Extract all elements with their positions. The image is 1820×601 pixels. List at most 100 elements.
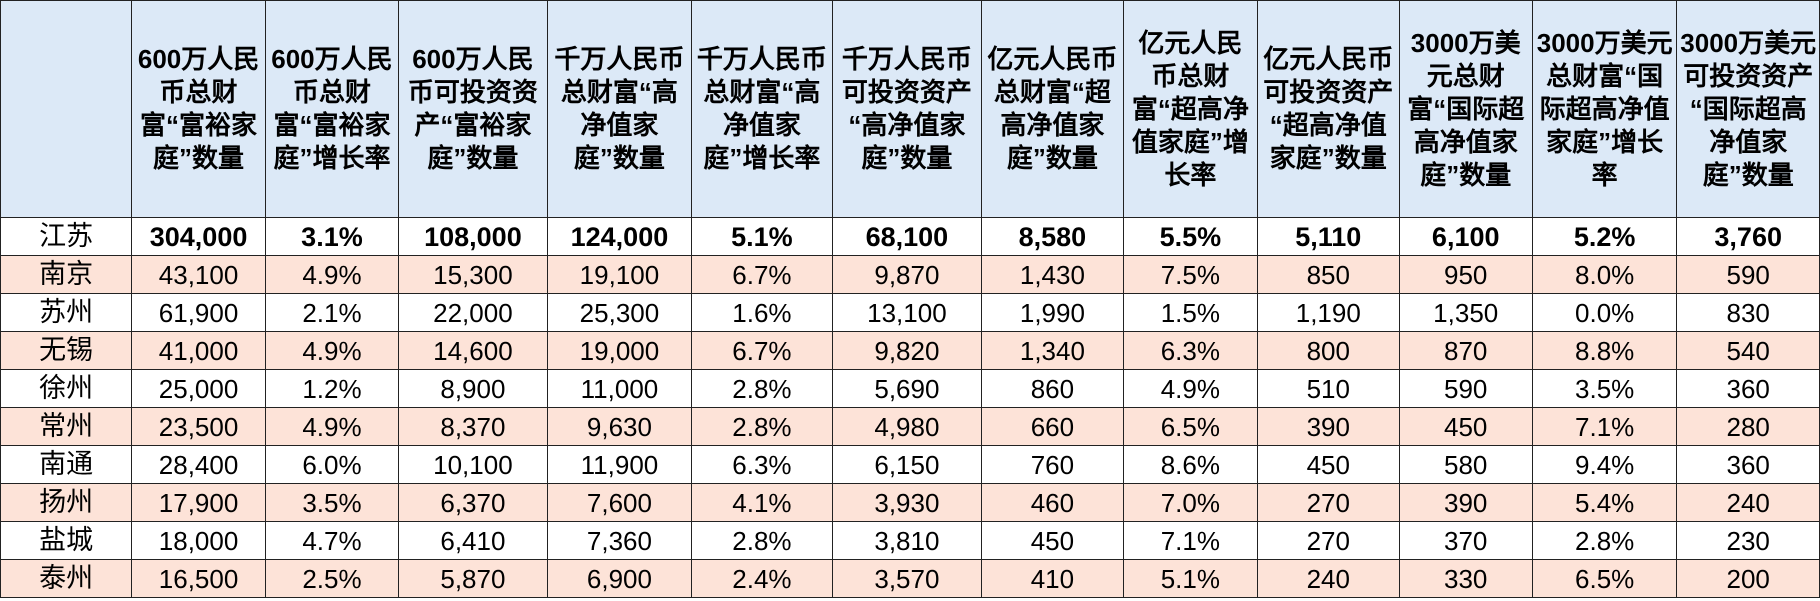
value-cell: 5,690 [831,369,983,408]
value-cell: 6.5% [1531,559,1678,598]
value-cell: 2.5% [264,559,400,598]
value-cell: 7,360 [546,521,693,560]
value-cell: 8.8% [1531,331,1678,370]
table-row: 常州 23,500 4.9% 8,370 9,630 2.8% 4,980 660 6.5% 39… [0,407,1820,446]
value-cell: 1,340 [981,331,1124,370]
value-cell: 5.1% [691,217,833,256]
value-cell: 19,000 [546,331,693,370]
value-cell: 3.5% [1531,369,1678,408]
value-cell: 3.1% [264,217,400,256]
table-row: 南通 28,400 6.0% 10,100 11,900 6.3% 6,150 760 8.6%… [0,445,1820,484]
value-cell: 360 [1676,369,1820,408]
value-cell: 3,570 [831,559,983,598]
value-cell: 9,820 [831,331,983,370]
value-cell: 17,900 [131,483,266,522]
value-cell: 6.7% [691,255,833,294]
region-name-cell: 泰州 [0,559,133,598]
region-name-cell: 无锡 [0,331,133,370]
value-cell: 450 [1257,445,1400,484]
value-cell: 9.4% [1531,445,1678,484]
value-cell: 124,000 [546,217,693,256]
value-cell: 11,000 [546,369,693,408]
value-cell: 4.9% [1122,369,1259,408]
value-cell: 950 [1398,255,1533,294]
value-cell: 15,300 [398,255,548,294]
region-name-cell: 南通 [0,445,133,484]
value-cell: 390 [1257,407,1400,446]
value-cell: 8,900 [398,369,548,408]
region-name-cell: 扬州 [0,483,133,522]
value-cell: 2.8% [691,369,833,408]
value-cell: 460 [981,483,1124,522]
value-cell: 270 [1257,521,1400,560]
value-cell: 6.7% [691,331,833,370]
value-cell: 6,150 [831,445,983,484]
header-corner [0,0,133,218]
value-cell: 850 [1257,255,1400,294]
value-cell: 760 [981,445,1124,484]
value-cell: 6,410 [398,521,548,560]
value-cell: 230 [1676,521,1820,560]
value-cell: 0.0% [1531,293,1678,332]
value-cell: 3,760 [1676,217,1820,256]
value-cell: 1.6% [691,293,833,332]
value-cell: 1,430 [981,255,1124,294]
value-cell: 6,900 [546,559,693,598]
value-cell: 1,990 [981,293,1124,332]
header-cell: 600万人民币可投资资产“富裕家庭”数量 [398,0,548,218]
value-cell: 2.1% [264,293,400,332]
value-cell: 6.5% [1122,407,1259,446]
value-cell: 510 [1257,369,1400,408]
value-cell: 280 [1676,407,1820,446]
value-cell: 7,600 [546,483,693,522]
value-cell: 830 [1676,293,1820,332]
value-cell: 4,980 [831,407,983,446]
value-cell: 1.5% [1122,293,1259,332]
region-name-cell: 盐城 [0,521,133,560]
value-cell: 7.0% [1122,483,1259,522]
value-cell: 4.9% [264,331,400,370]
value-cell: 3.5% [264,483,400,522]
value-cell: 360 [1676,445,1820,484]
value-cell: 580 [1398,445,1533,484]
region-name-cell: 南京 [0,255,133,294]
header-cell: 千万人民币总财富“高净值家庭”增长率 [691,0,833,218]
value-cell: 3,930 [831,483,983,522]
value-cell: 450 [1398,407,1533,446]
value-cell: 108,000 [398,217,548,256]
value-cell: 11,900 [546,445,693,484]
value-cell: 8.0% [1531,255,1678,294]
value-cell: 5.5% [1122,217,1259,256]
table-row: 扬州 17,900 3.5% 6,370 7,600 4.1% 3,930 460 7.0% 27… [0,483,1820,522]
value-cell: 41,000 [131,331,266,370]
value-cell: 800 [1257,331,1400,370]
region-name-cell: 徐州 [0,369,133,408]
header-row: 600万人民币总财富“富裕家庭”数量 600万人民币总财富“富裕家庭”增长率 6… [0,0,1820,218]
value-cell: 450 [981,521,1124,560]
value-cell: 1,190 [1257,293,1400,332]
value-cell: 240 [1257,559,1400,598]
value-cell: 6.3% [1122,331,1259,370]
value-cell: 4.1% [691,483,833,522]
region-name-cell: 常州 [0,407,133,446]
total-row: 江苏 304,000 3.1% 108,000 124,000 5.1% 68,100 8,5… [0,217,1820,256]
value-cell: 5,110 [1257,217,1400,256]
header-cell: 3000万美元总财富“国际超高净值家庭”增长率 [1531,0,1678,218]
value-cell: 43,100 [131,255,266,294]
value-cell: 870 [1398,331,1533,370]
table-body: 江苏 304,000 3.1% 108,000 124,000 5.1% 68,100 8,5… [0,217,1820,598]
value-cell: 10,100 [398,445,548,484]
value-cell: 2.4% [691,559,833,598]
table-row: 无锡 41,000 4.9% 14,600 19,000 6.7% 9,820 1,340 6.… [0,331,1820,370]
value-cell: 7.1% [1122,521,1259,560]
value-cell: 200 [1676,559,1820,598]
header-cell: 亿元人民币总财富“超高净值家庭”数量 [981,0,1124,218]
value-cell: 8.6% [1122,445,1259,484]
value-cell: 390 [1398,483,1533,522]
value-cell: 6.0% [264,445,400,484]
table-row: 苏州 61,900 2.1% 22,000 25,300 1.6% 13,100 1,990 1… [0,293,1820,332]
value-cell: 61,900 [131,293,266,332]
table-row: 南京 43,100 4.9% 15,300 19,100 6.7% 9,870 1,430 7.… [0,255,1820,294]
value-cell: 3,810 [831,521,983,560]
value-cell: 6.3% [691,445,833,484]
